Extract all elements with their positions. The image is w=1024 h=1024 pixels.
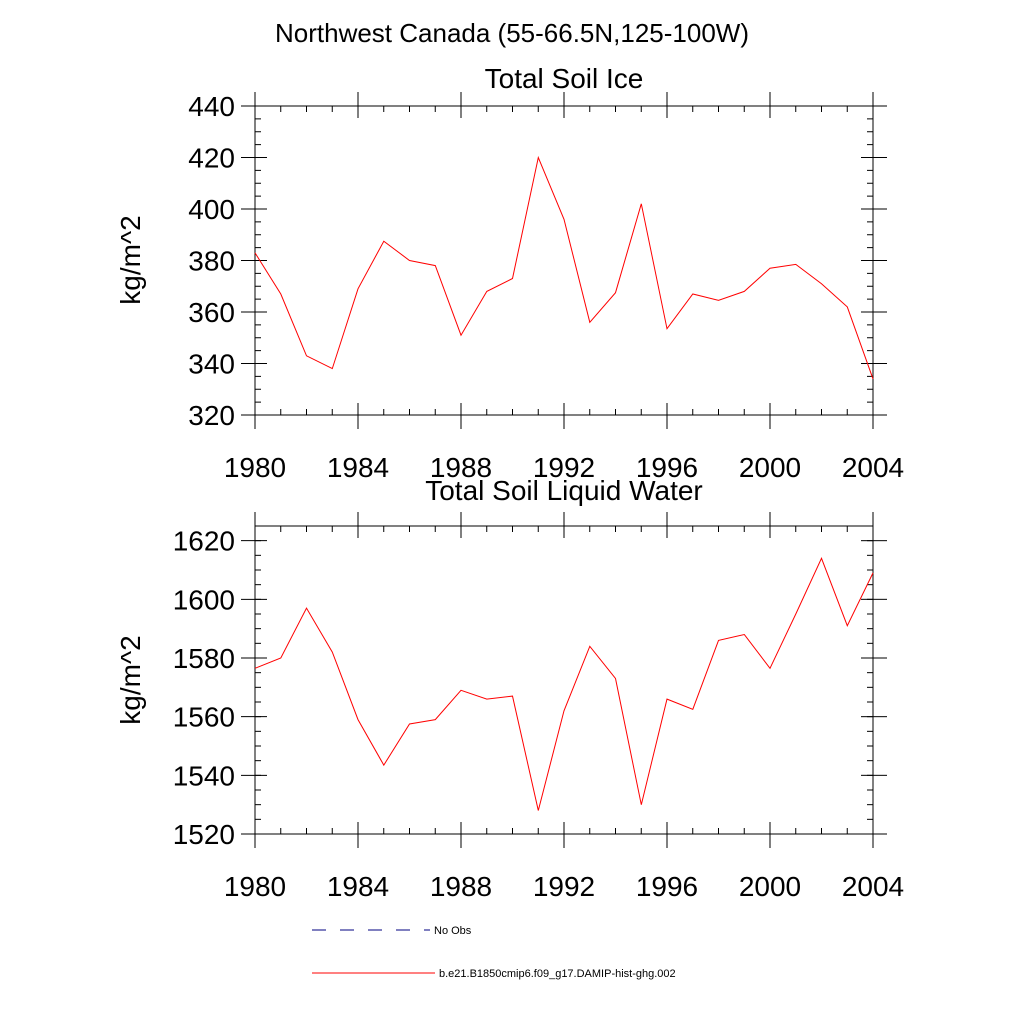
y-tick-label: 320 <box>188 400 235 431</box>
y-axis-label: kg/m^2 <box>115 215 146 304</box>
y-tick-label: 420 <box>188 143 235 174</box>
x-tick-label: 1988 <box>430 452 492 483</box>
y-tick-label: 1560 <box>173 702 235 733</box>
x-tick-label: 1992 <box>533 871 595 902</box>
y-tick-label: 440 <box>188 91 235 122</box>
x-tick-label: 1984 <box>327 871 389 902</box>
x-tick-label: 1984 <box>327 452 389 483</box>
legend-obs-label: No Obs <box>434 925 472 937</box>
figure-title: Northwest Canada (55-66.5N,125-100W) <box>275 18 749 48</box>
plot-frame <box>254 105 874 416</box>
y-tick-label: 340 <box>188 349 235 380</box>
x-tick-label: 2004 <box>842 871 904 902</box>
y-axis-label: kg/m^2 <box>115 635 146 724</box>
y-tick-label: 360 <box>188 297 235 328</box>
chart-title: Total Soil Ice <box>485 63 644 94</box>
plot-frame <box>254 525 874 835</box>
panel-total-soil-ice: Total Soil Ice kg/m^2 320 340 360 380 400 420 44… <box>115 63 904 483</box>
series-line <box>254 557 874 811</box>
x-tick-label: 1988 <box>430 871 492 902</box>
x-tick-label: 1992 <box>533 452 595 483</box>
legend: No Obs b.e21.B1850cmip6.f09_g17.DAMIP-hi… <box>312 925 676 980</box>
y-tick-label: 1600 <box>173 584 235 615</box>
x-tick-label: 1996 <box>636 452 698 483</box>
x-tick-label: 2004 <box>842 452 904 483</box>
series-line <box>254 155 874 380</box>
panel-total-soil-liquid-water: Total Soil Liquid Water kg/m^2 1520 1540 156… <box>115 475 904 902</box>
y-tick-label: 380 <box>188 246 235 277</box>
legend-model-label: b.e21.B1850cmip6.f09_g17.DAMIP-hist-ghg.… <box>439 968 676 980</box>
x-tick-label: 2000 <box>739 452 801 483</box>
chart-title: Total Soil Liquid Water <box>425 475 703 506</box>
y-tick-label: 1520 <box>173 819 235 850</box>
y-tick-label: 1620 <box>173 526 235 557</box>
x-tick-label: 2000 <box>739 871 801 902</box>
x-tick-label: 1980 <box>224 871 286 902</box>
y-tick-label: 1580 <box>173 643 235 674</box>
y-tick-label: 400 <box>188 194 235 225</box>
y-tick-label: 1540 <box>173 760 235 791</box>
x-tick-label: 1980 <box>224 452 286 483</box>
x-tick-label: 1996 <box>636 871 698 902</box>
